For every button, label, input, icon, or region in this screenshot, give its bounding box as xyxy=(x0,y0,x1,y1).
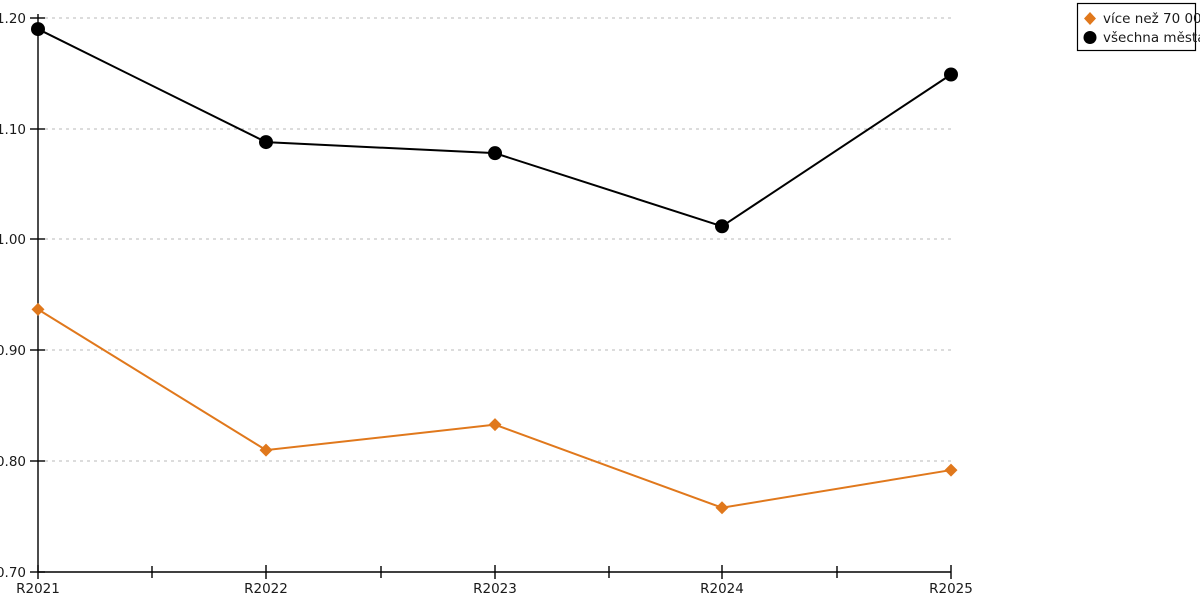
legend-item-label: více než 70 001 xyxy=(1103,11,1200,27)
diamond-marker-icon xyxy=(944,463,958,477)
x-axis-tick-label: R2021 xyxy=(16,581,60,597)
circle-marker-icon xyxy=(944,67,958,82)
diamond-marker-icon xyxy=(31,302,45,316)
series-line xyxy=(37,28,952,228)
circle-marker-icon xyxy=(31,22,45,37)
y-axis-tick-label: 1.10 xyxy=(0,122,26,138)
legend-item-label: všechna města xyxy=(1103,30,1200,46)
data-series-layer xyxy=(31,22,958,515)
gridlines xyxy=(38,17,951,462)
circle-marker-icon xyxy=(1083,31,1097,44)
legend-box xyxy=(1076,2,1197,52)
y-axis-tick-label: 1.00 xyxy=(0,232,26,248)
y-axis-tick-label: 0.90 xyxy=(0,343,26,359)
y-axis-tick-label: 1.20 xyxy=(0,11,26,27)
diamond-marker-icon xyxy=(715,501,729,515)
diamond-marker-icon xyxy=(1084,12,1096,25)
legend: více než 70 001 všechna města xyxy=(1076,2,1200,52)
y-axis-tick-label: 0.70 xyxy=(0,565,26,581)
series-line xyxy=(37,308,952,509)
circle-marker-icon xyxy=(259,135,273,150)
series-vice-nez-70-001 xyxy=(31,302,958,515)
circle-marker-icon xyxy=(715,219,729,234)
diamond-marker-icon xyxy=(488,418,502,432)
y-axis: 1.20 1.10 1.00 0.90 0.80 0.70 xyxy=(0,11,45,581)
x-axis-tick-label: R2023 xyxy=(473,581,517,597)
x-axis-tick-label: R2024 xyxy=(700,581,744,597)
circle-marker-icon xyxy=(488,146,502,161)
diamond-marker-icon xyxy=(259,443,273,457)
x-axis-tick-label: R2025 xyxy=(929,581,973,597)
x-axis: R2021 R2022 R2023 R2024 R2025 xyxy=(16,565,973,597)
series-vsechna-mesta xyxy=(31,22,958,234)
x-axis-tick-label: R2022 xyxy=(244,581,288,597)
y-axis-tick-label: 0.80 xyxy=(0,454,26,470)
